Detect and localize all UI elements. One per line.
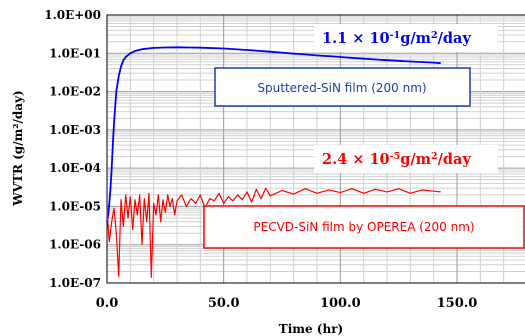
pecvd-film-label: PECVD-SiN film by OPEREA (200 nm) (203, 205, 525, 249)
y-tick-label: 1.0E-03 (49, 123, 101, 137)
y-axis-title: WVTR (g/m²/day) (11, 90, 25, 206)
sputtered-wvtr-callout: 1.1 × 10-1g/m2/day (314, 24, 498, 52)
plot-frame (106, 14, 525, 284)
y-tick-labels: 1.0E+00 1.0E-01 1.0E-02 1.0E-03 1.0E-04 1.0E-… (44, 8, 101, 290)
x-tick-label: 100.0 (320, 296, 361, 311)
svg-text:PECVD-SiN film by OPEREA (200: PECVD-SiN film by OPEREA (200 nm) (253, 220, 474, 234)
sputtered-film-label: Sputtered-SiN film (200 nm) (214, 67, 471, 107)
y-tick-label: 1.0E-02 (49, 85, 101, 99)
data-series (106, 46, 441, 278)
sputtered-sin-series (106, 46, 441, 222)
y-tick-label: 1.0E-07 (49, 276, 101, 290)
x-tick-label: 150.0 (437, 296, 478, 311)
y-tick-label: 1.0E-06 (49, 238, 101, 252)
svg-text:1.1 × 10-1g/m2/day: 1.1 × 10-1g/m2/day (322, 30, 471, 48)
svg-text:Sputtered-SiN film (200 nm): Sputtered-SiN film (200 nm) (257, 81, 426, 95)
svg-text:2.4 × 10-5g/m2/day: 2.4 × 10-5g/m2/day (322, 151, 471, 169)
y-tick-label: 1.0E+00 (44, 8, 101, 22)
x-tick-label: 50.0 (208, 296, 240, 311)
pecvd-wvtr-callout: 2.4 × 10-5g/m2/day (314, 145, 498, 173)
pecvd-sin-series (106, 187, 441, 278)
x-tick-labels: 0.0 50.0 100.0 150.0 (96, 296, 478, 311)
x-tick-label: 0.0 (96, 296, 119, 311)
y-tick-label: 1.0E-04 (49, 161, 101, 175)
y-tick-label: 1.0E-01 (49, 46, 101, 60)
x-axis-title: Time (hr) (279, 322, 343, 336)
y-tick-label: 1.0E-05 (49, 199, 101, 213)
